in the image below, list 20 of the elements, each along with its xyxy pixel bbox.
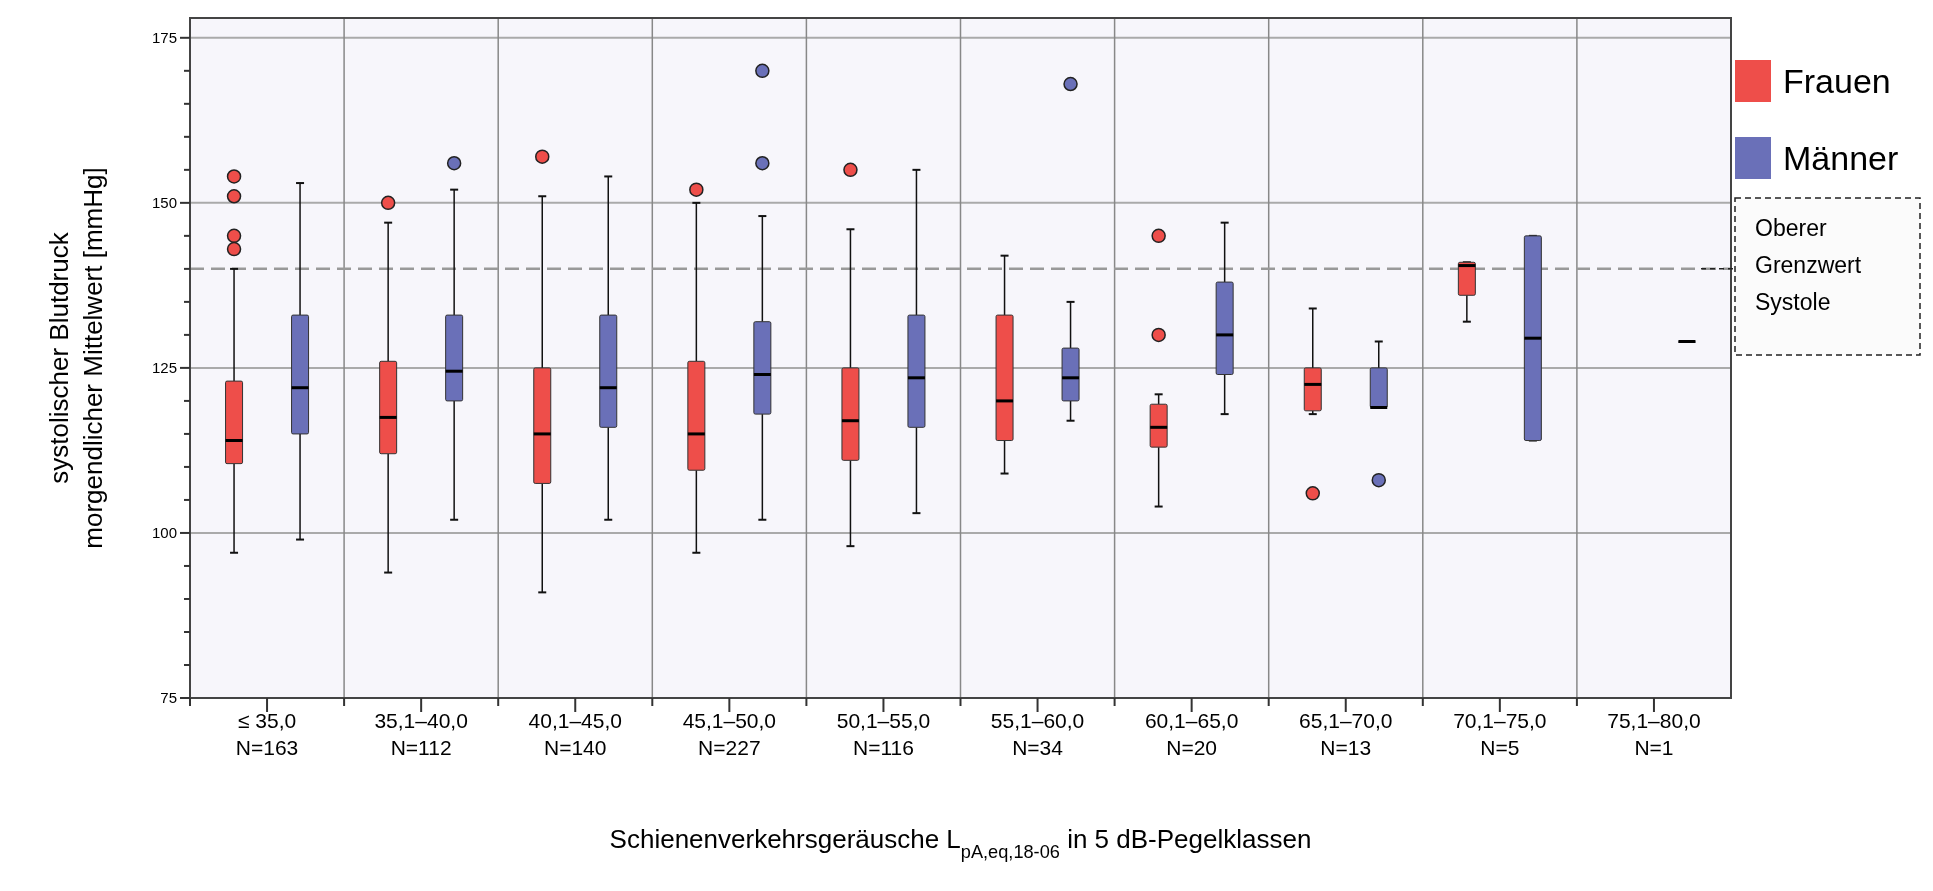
x-tick-label: 40,1–45,0 N=140: [528, 709, 622, 759]
x-tick-label: 55,1–60,0 N=34: [990, 709, 1085, 759]
legend-label: Männer: [1783, 138, 1899, 177]
x-tick-label: ≤ 35,0 N=163: [235, 709, 299, 759]
x-tick-label: 60,1–65,0 N=20: [1144, 709, 1239, 759]
ref-line-label: Oberer Grenzwert Systole: [1755, 215, 1862, 315]
x-tick-label: 45,1–50,0 N=227: [682, 709, 777, 759]
x-tick-label: 65,1–70,0 N=13: [1299, 709, 1393, 759]
legend-label: Frauen: [1783, 61, 1891, 100]
x-tick-label: 70,1–75,0 N=5: [1453, 709, 1547, 759]
x-axis-title: Schienenverkehrsgeräusche L$_{pA,eq,18-06}$ in 5 dB-Pegelklassen: [609, 824, 1312, 862]
y-tick-label: 175: [151, 29, 177, 47]
y-tick-label: 150: [151, 194, 177, 212]
x-tick-label: 35,1–40,0 N=112: [374, 709, 468, 759]
y-tick-label: 125: [151, 359, 177, 377]
x-tick-label: 75,1–80,0 N=1: [1607, 709, 1701, 759]
x-tick-label: 50,1–55,0 N=116: [836, 709, 931, 759]
y-tick-label: 100: [151, 524, 177, 542]
y-axis-title: systolischer Blutdruck morgendlicher Mittelwert [mmHg]: [44, 167, 108, 549]
y-tick-label: 75: [160, 689, 177, 707]
